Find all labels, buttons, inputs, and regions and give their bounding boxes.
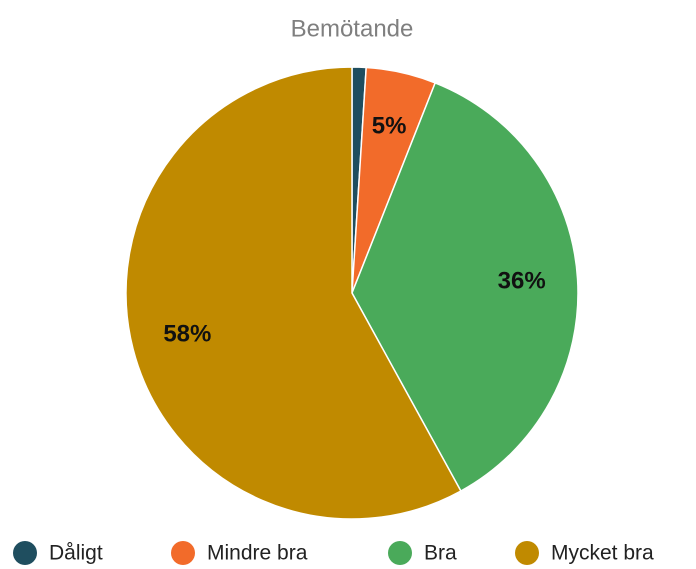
legend-label: Bra xyxy=(424,542,457,565)
legend-marker xyxy=(13,541,37,565)
pie-slice xyxy=(351,81,579,493)
legend-label: Mycket bra xyxy=(551,542,654,565)
legend-label: Mindre bra xyxy=(207,542,308,565)
value-label: 36% xyxy=(498,268,546,295)
value-label: 58% xyxy=(163,321,211,348)
legend-marker xyxy=(171,541,195,565)
chart-title: Bemötande xyxy=(291,15,414,42)
legend-marker xyxy=(515,541,539,565)
pie-slice xyxy=(125,66,462,520)
value-label: 5% xyxy=(372,112,407,139)
legend-label: Dåligt xyxy=(49,542,103,565)
legend-marker xyxy=(388,541,412,565)
